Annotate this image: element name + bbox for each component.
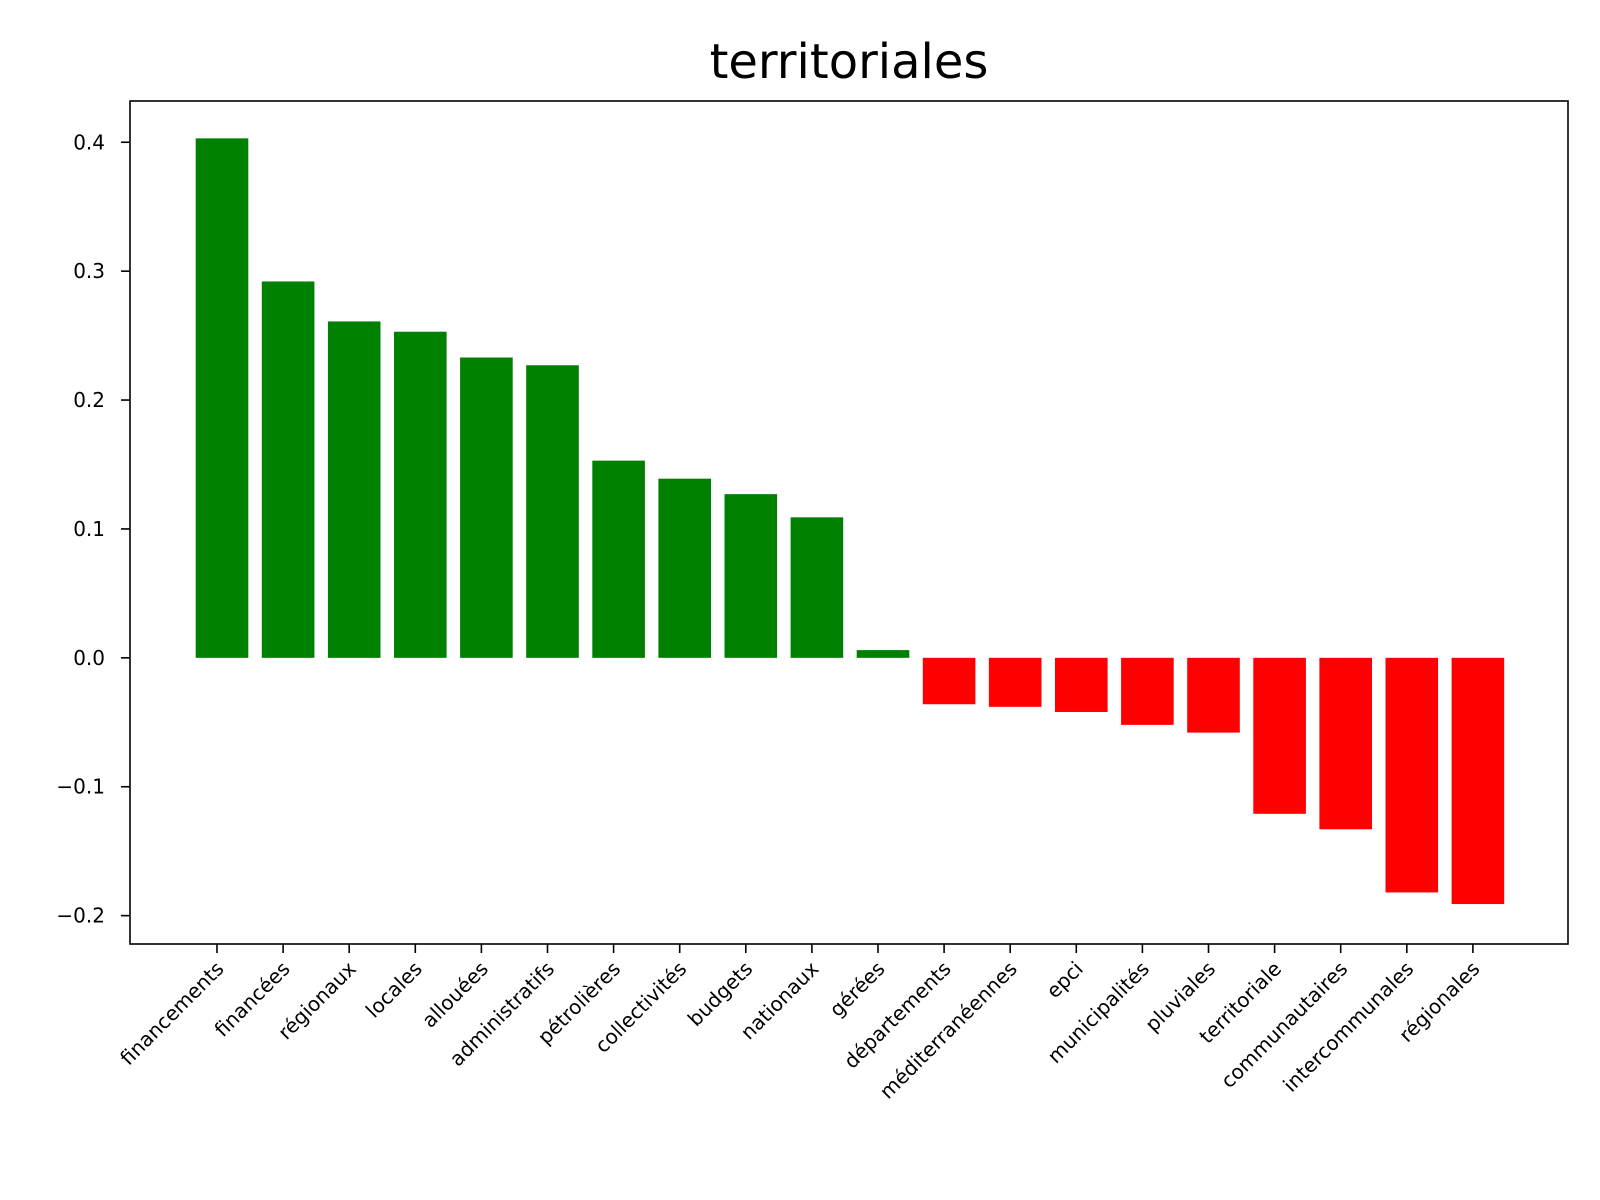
bar-régionales [1451, 657, 1505, 905]
bar-pétrolières [592, 460, 645, 658]
bar-financées [261, 281, 315, 658]
bar-allouées [460, 357, 513, 658]
y-tick-label: −0.1 [56, 775, 105, 799]
chart-title: territoriales [710, 34, 989, 90]
x-tick-label: financements [115, 957, 228, 1070]
bars-group [195, 138, 1505, 905]
bar-méditerranéennes [988, 657, 1042, 707]
bar-municipalités [1121, 657, 1174, 725]
bar-départements [922, 657, 976, 705]
bar-communautaires [1319, 657, 1372, 830]
bar-territoriale [1253, 657, 1306, 814]
y-tick-label: 0.4 [73, 130, 105, 154]
y-tick-label: 0.0 [73, 646, 105, 670]
x-tick-label: epci [1041, 957, 1087, 1003]
plot-frame [129, 100, 1569, 945]
y-tick-label: 0.3 [73, 259, 105, 283]
y-tick-label: 0.1 [73, 517, 105, 541]
bar-intercommunales [1385, 657, 1439, 893]
y-axis: 0.4 0.3 0.2 0.1 0.0 −0.1 −0.2 [56, 130, 130, 928]
bar-gérées [856, 650, 910, 658]
bar-epci [1055, 657, 1108, 712]
bar-budgets [724, 494, 778, 658]
x-tick-label: communautaires [1216, 957, 1352, 1093]
x-tick-label: locales [361, 957, 427, 1023]
y-tick-label: 0.2 [73, 388, 105, 412]
bar-pluviales [1187, 657, 1240, 733]
y-tick-label: −0.2 [56, 904, 105, 928]
x-tick-label: gérées [825, 957, 890, 1022]
bar-collectivités [658, 478, 711, 658]
bar-nationaux [790, 517, 844, 658]
bar-régionaux [327, 321, 381, 658]
bar-financements [195, 138, 249, 658]
bar-administratifs [526, 365, 579, 658]
bar-locales [394, 331, 447, 658]
